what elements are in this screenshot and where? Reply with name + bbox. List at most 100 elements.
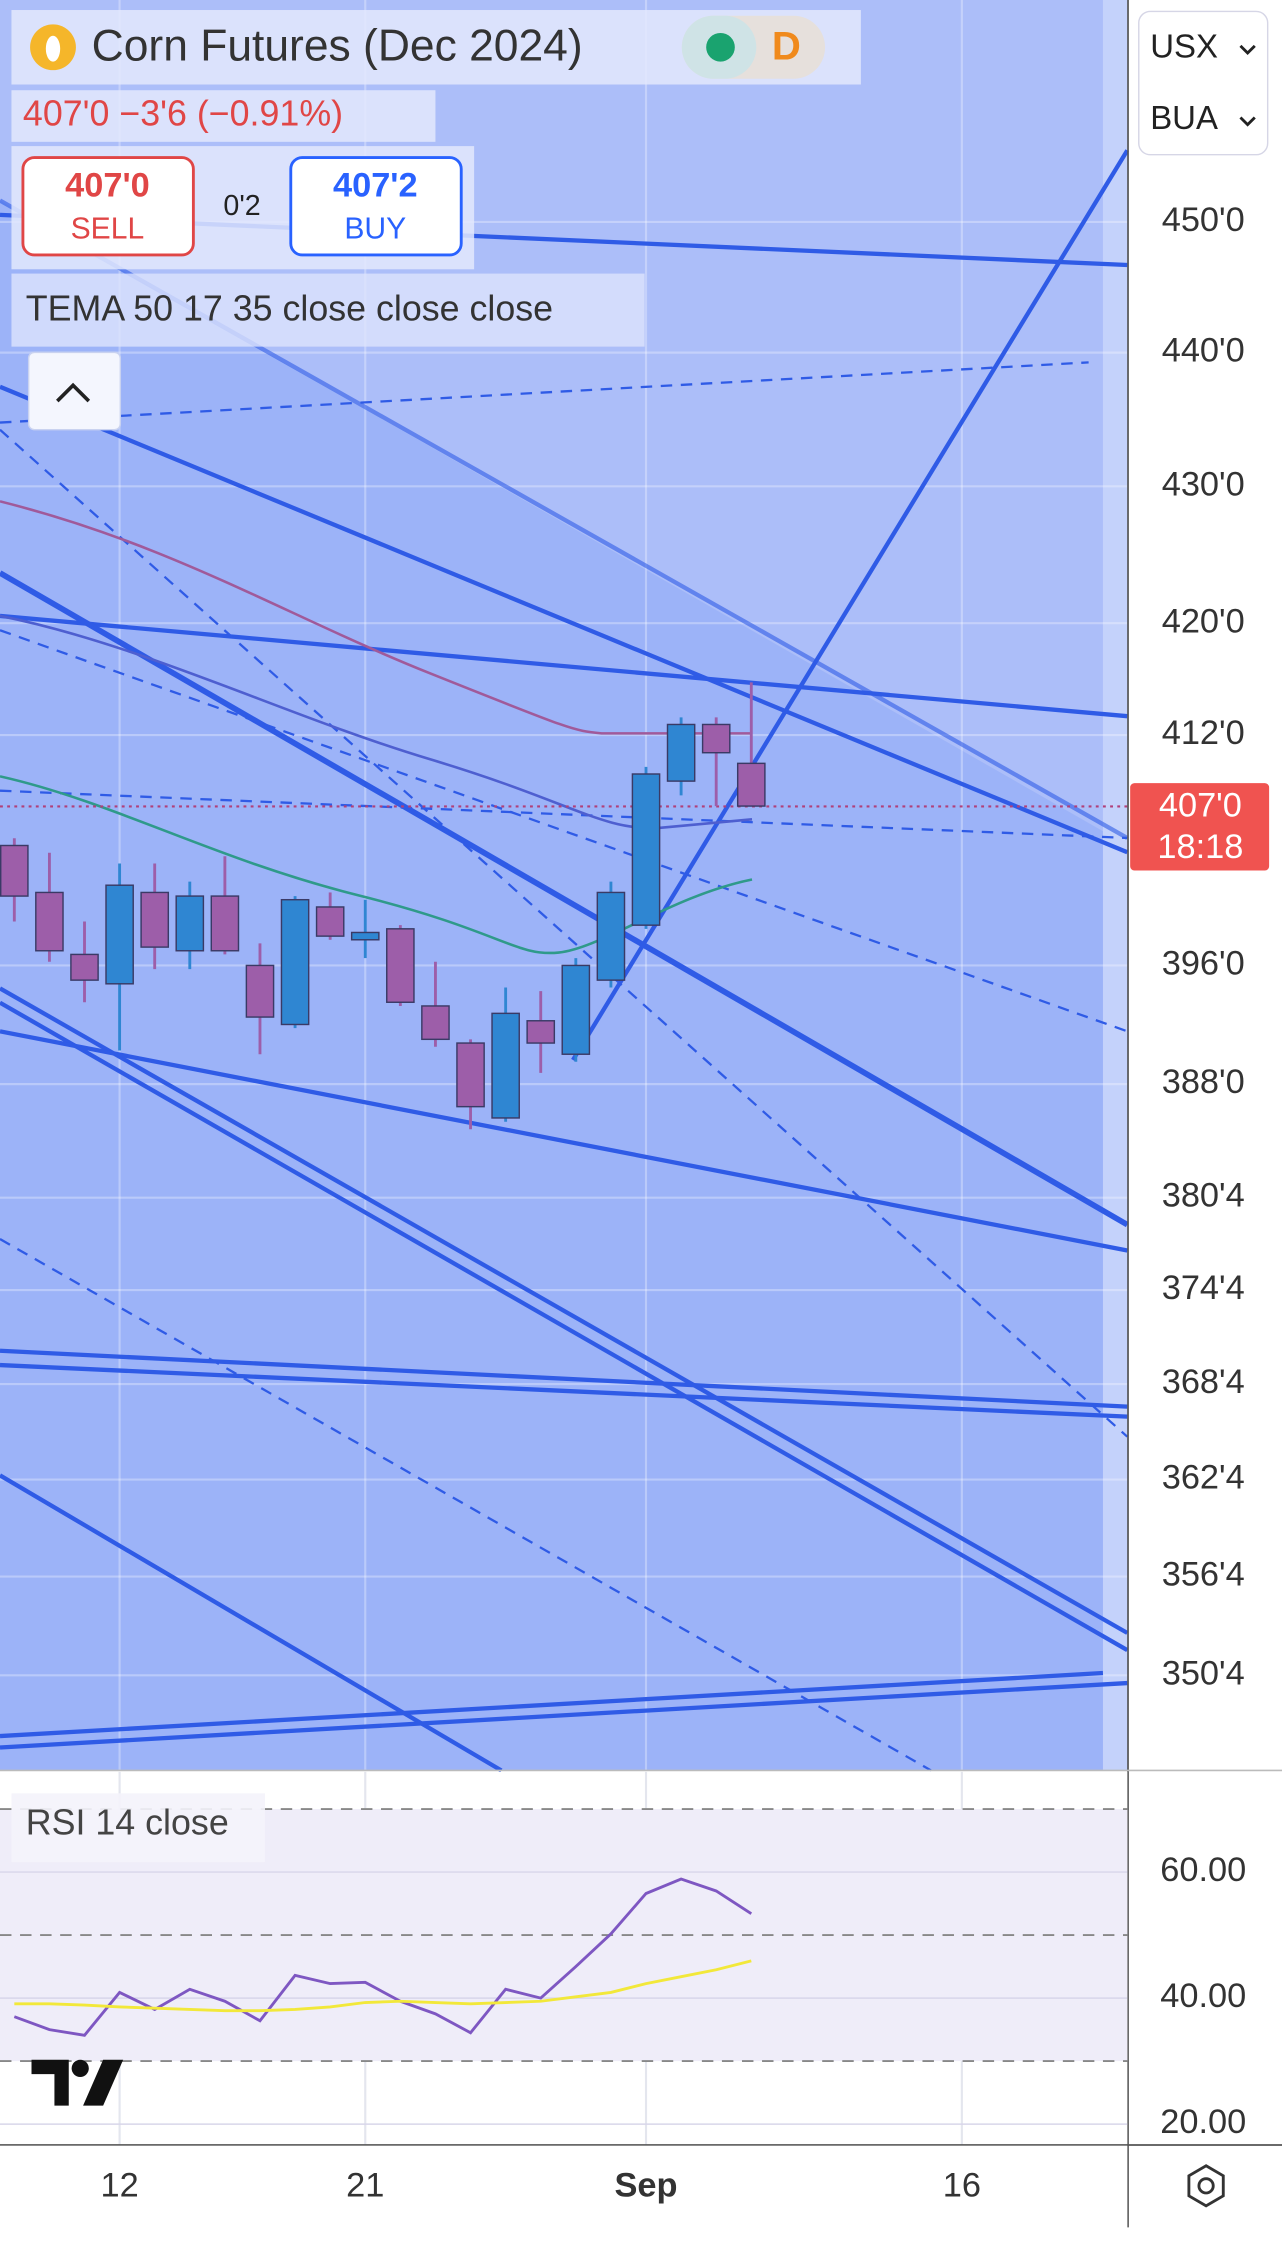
trend-line	[0, 1000, 1129, 1652]
candle-body	[631, 773, 661, 926]
dashed-line	[0, 428, 1129, 1438]
candle-body	[526, 1020, 556, 1044]
candle-body	[35, 891, 64, 952]
symbol-title: Corn Futures (Dec 2024)	[92, 21, 583, 70]
logo-part	[83, 2059, 124, 2106]
sell-button[interactable]	[21, 156, 195, 257]
candle-body	[70, 953, 99, 981]
trend-line	[0, 613, 1128, 719]
y-tick-label: 430'0	[1162, 465, 1245, 503]
candle-body	[666, 723, 696, 782]
zone-edge	[1102, 0, 1128, 1771]
y-tick-label: 420'0	[1162, 602, 1245, 640]
trend-line	[0, 1473, 503, 1773]
tv-logo	[31, 2059, 124, 2106]
y-tick-label: 356'4	[1162, 1556, 1245, 1594]
y-tick-label: 362'4	[1162, 1459, 1245, 1497]
zone-fill	[0, 0, 1103, 1770]
y-tick-label: 412'0	[1162, 714, 1245, 752]
trend-line	[0, 1348, 1128, 1409]
sell-label: SELL	[71, 213, 145, 246]
price-tag-label: 407'0	[1159, 787, 1242, 825]
trend-line	[0, 1680, 1128, 1750]
candle-body	[350, 931, 380, 941]
indicator-legend: TEMA 50 17 35 close close close	[26, 288, 553, 328]
trend-line	[0, 1029, 1128, 1253]
buy-price: 407'2	[333, 167, 418, 205]
candle-body	[315, 906, 345, 937]
market-open-dot	[706, 32, 735, 62]
candle-body	[701, 723, 731, 754]
countdown: 18:18	[1157, 828, 1243, 866]
candles	[0, 682, 766, 1130]
trend-line	[0, 1362, 1128, 1419]
x-tick-label: 21	[346, 2166, 384, 2204]
trend-line	[0, 1670, 1104, 1739]
dashed-line	[0, 361, 1089, 424]
candle-body	[105, 884, 134, 985]
tema-line	[0, 614, 753, 830]
candle-body	[210, 895, 240, 952]
symbol-icon-corn	[45, 35, 61, 62]
y-tick-label: 440'0	[1162, 332, 1245, 370]
logo-part	[31, 2059, 69, 2106]
candle-body	[245, 964, 275, 1018]
time-axis-labels: 12 21 Sep 16	[100, 2166, 980, 2204]
dashed-line	[0, 789, 1128, 840]
chevron-up	[56, 382, 91, 403]
price-tag-box	[1130, 783, 1270, 871]
y-tick-label: 40.00	[1160, 1977, 1246, 2015]
y-tick-label: 60.00	[1160, 1851, 1246, 1889]
dropdown-arrow	[1239, 44, 1256, 56]
time-axis	[0, 2145, 1128, 2232]
currency[interactable]: USX	[1150, 27, 1218, 64]
tema-line	[0, 500, 753, 735]
spread: 0'2	[223, 190, 260, 222]
rsi-legend-box	[11, 1793, 265, 1863]
quote: 407'0 −3'6 (−0.91%)	[23, 93, 343, 133]
dropdown-arrow	[1239, 116, 1256, 127]
y-tick-label: 20.00	[1160, 2103, 1246, 2141]
candle-body	[736, 762, 766, 807]
logo-part	[71, 2059, 89, 2077]
x-tick-label: Sep	[615, 2166, 678, 2204]
trend-line	[0, 986, 1129, 1635]
candle-body	[456, 1042, 485, 1108]
quote-box	[11, 90, 436, 142]
buy-label: BUY	[344, 213, 406, 246]
price-axis	[1128, 0, 1282, 2228]
candle-body	[280, 898, 310, 1026]
interval[interactable]: D	[772, 24, 801, 68]
candle-body	[491, 1012, 520, 1119]
y-tick-label: 350'4	[1162, 1654, 1245, 1692]
collapse-button[interactable]	[27, 351, 122, 431]
y-tick-label: 368'4	[1162, 1363, 1245, 1401]
settings-icon-center	[1197, 2177, 1215, 2195]
axis-dropdowns	[1138, 10, 1269, 156]
settings-icon[interactable]	[1187, 2164, 1225, 2208]
rsi-line	[14, 1959, 752, 2013]
candle-body	[386, 928, 415, 1003]
sell-price: 407'0	[65, 167, 150, 205]
candle-body	[175, 895, 205, 952]
unit[interactable]: BUA	[1150, 99, 1218, 136]
candle-body	[140, 891, 170, 948]
dashed-line	[0, 1238, 932, 1772]
rsi-legend: RSI 14 close	[26, 1802, 229, 1842]
y-tick-label: 388'0	[1162, 1063, 1245, 1101]
candle-body	[596, 891, 626, 981]
y-tick-label: 396'0	[1162, 945, 1245, 983]
candle-body	[0, 844, 29, 897]
candle-body	[561, 964, 591, 1055]
price-tag: 407'018:18	[1130, 783, 1270, 871]
trend-line	[0, 570, 1129, 1228]
trend-line	[0, 384, 1129, 855]
x-tick-label: 12	[100, 2166, 138, 2204]
x-tick-label: 16	[943, 2166, 981, 2204]
y-tick-label: 450'0	[1162, 201, 1245, 239]
indicator-box	[11, 273, 645, 347]
candle-body	[421, 1005, 450, 1041]
y-tick-label: 380'4	[1162, 1177, 1245, 1215]
buy-button[interactable]	[289, 156, 463, 257]
